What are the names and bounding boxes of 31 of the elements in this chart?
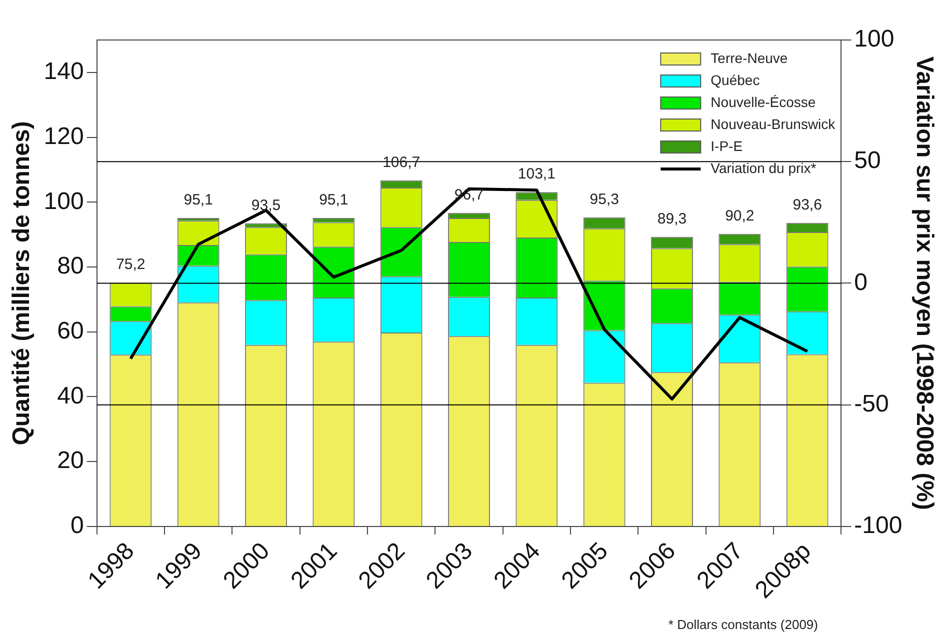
- legend-label: Nouveau-Brunswick: [710, 116, 836, 132]
- y-tick-label: 80: [57, 252, 84, 280]
- total-label: 95,3: [590, 191, 619, 208]
- total-label: 75,2: [116, 256, 146, 274]
- total-label: 93,5: [251, 196, 281, 214]
- y2-tick-label: -50: [854, 390, 889, 418]
- total-label: 95,1: [319, 192, 348, 209]
- y-tick-label: 20: [57, 447, 84, 474]
- y2-tick-label: 50: [854, 147, 881, 174]
- legend-label: Terre-Neuve: [710, 50, 788, 66]
- y2-tick-label: -100: [854, 512, 902, 540]
- total-label: 89,3: [657, 210, 687, 228]
- y2-tick-label: 100: [854, 26, 894, 53]
- total-label: 93,6: [792, 196, 822, 214]
- total-label: 103,1: [518, 166, 556, 183]
- legend-label: Québec: [710, 72, 760, 88]
- y-tick-label: 0: [70, 512, 84, 540]
- legend-label: Variation du prix*: [710, 160, 817, 176]
- y-tick-label: 40: [57, 382, 84, 410]
- y-axis-title: Quantité (milliers de tonnes): [8, 121, 36, 446]
- y2-tick-label: 0: [854, 268, 868, 296]
- total-label: 95,1: [184, 192, 213, 209]
- y-tick-label: 100: [44, 188, 84, 215]
- y-tick-label: 120: [44, 122, 84, 150]
- total-label: 90,2: [725, 208, 754, 225]
- legend-label: Nouvelle-Écosse: [710, 94, 816, 110]
- y-tick-label: 140: [44, 58, 84, 86]
- y2-axis-title: Variation sur prix moyen (1998-2008 (%): [910, 56, 938, 510]
- legend-label: I-P-E: [710, 138, 743, 154]
- text: * Dollars constants (2009): [668, 617, 818, 632]
- y-tick-label: 60: [57, 317, 84, 344]
